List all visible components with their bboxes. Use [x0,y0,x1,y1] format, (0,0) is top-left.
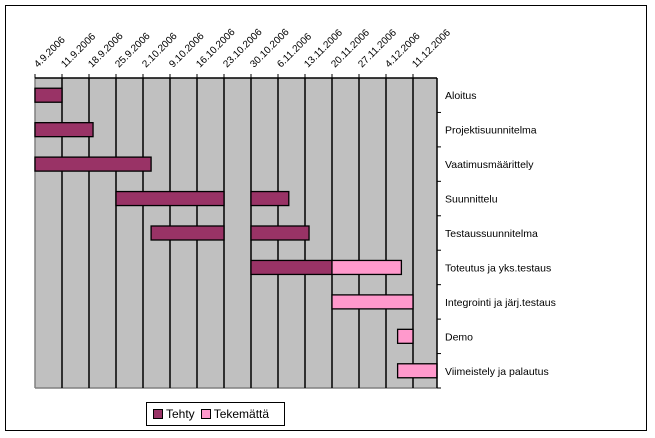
category-label: Testaussuunnitelma [445,228,538,240]
legend-item-todo: Tekemättä [200,407,270,421]
bar-done [250,190,290,207]
bar-todo [331,259,403,276]
bar-todo [331,294,414,310]
bar-todo [396,328,414,344]
legend-label-done: Tehty [166,407,195,421]
legend-swatch-done [153,409,163,419]
bar-done [150,225,225,241]
bar-done [34,156,152,172]
legend-label-todo: Tekemättä [213,407,270,421]
category-label: Demo [445,331,473,343]
bar-done [250,225,310,241]
category-label: Integrointi ja järj.testaus [445,297,556,309]
category-label: Viimeistely ja palautus [445,366,549,378]
category-label: Projektisuunnitelma [445,125,537,137]
category-label: Suunnittelu [445,194,498,206]
bar-done [115,190,225,207]
plot-area [35,78,437,388]
category-label: Vaatimusmäärittely [445,159,534,171]
legend-item-done: Tehty [153,407,195,421]
category-label: Aloitus [445,90,477,102]
bar-done [34,122,94,138]
bar-todo [396,363,438,379]
bar-done [250,259,333,276]
legend-swatch-todo [200,409,211,419]
category-label: Toteutus ja yks.testaus [445,262,551,274]
legend: Tehty Tekemättä [146,402,285,426]
bar-done [34,87,63,103]
